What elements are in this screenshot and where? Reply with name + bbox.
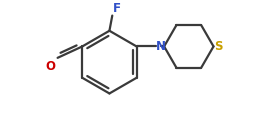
Text: F: F xyxy=(113,2,121,15)
Text: N: N xyxy=(156,40,165,53)
Text: S: S xyxy=(215,40,223,53)
Text: O: O xyxy=(46,60,56,73)
